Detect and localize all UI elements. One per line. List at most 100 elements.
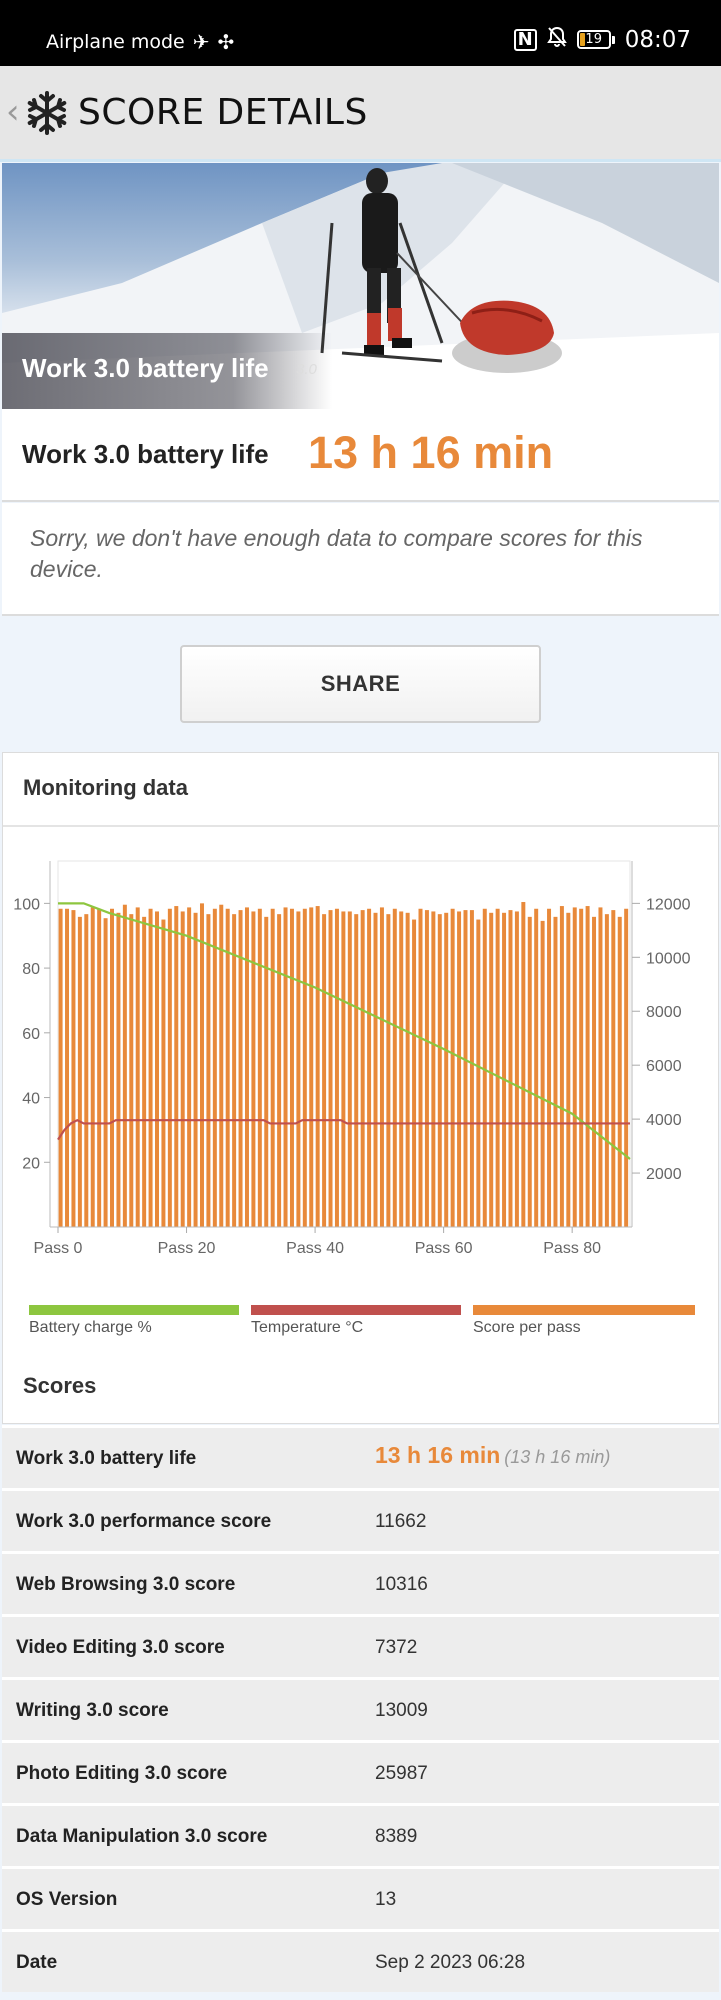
snowflake-logo-icon[interactable] bbox=[24, 90, 70, 136]
score-bar bbox=[469, 910, 474, 1227]
bell-muted-icon bbox=[546, 26, 567, 53]
score-label: Video Editing 3.0 score bbox=[16, 1637, 225, 1658]
score-bar bbox=[277, 914, 282, 1227]
score-bar bbox=[508, 910, 513, 1227]
score-bar bbox=[463, 910, 468, 1227]
hero-version: 3.0 bbox=[296, 361, 317, 378]
score-bar bbox=[296, 911, 301, 1227]
score-bar bbox=[180, 911, 185, 1227]
score-label: Work 3.0 performance score bbox=[16, 1511, 272, 1532]
score-bar bbox=[559, 906, 564, 1227]
score-bar bbox=[129, 914, 134, 1227]
score-value-text: 13 h 16 min bbox=[375, 1442, 501, 1468]
notice-text: Sorry, we don't have enough data to comp… bbox=[30, 525, 643, 582]
score-value-text: 25987 bbox=[375, 1763, 428, 1784]
legend-label-battery: Battery charge % bbox=[29, 1319, 152, 1336]
skier-figure bbox=[320, 168, 473, 363]
hero-title: Work 3.0 battery life bbox=[22, 353, 269, 383]
score-value: 25987 bbox=[375, 1763, 428, 1785]
score-bar bbox=[431, 911, 436, 1227]
table-row: Work 3.0 battery life 13 h 16 min (13 h 16… bbox=[2, 1425, 719, 1488]
fan-icon: ✣ bbox=[217, 30, 235, 54]
score-bar bbox=[315, 906, 320, 1227]
score-bar bbox=[289, 908, 294, 1227]
chevron-left-icon[interactable]: ‹ bbox=[6, 92, 20, 132]
share-button[interactable]: SHARE bbox=[180, 645, 541, 723]
sled bbox=[452, 300, 562, 373]
score-bar bbox=[116, 912, 121, 1227]
table-row: Writing 3.0 score 13009 bbox=[2, 1677, 719, 1740]
score-value: Sep 2 2023 06:28 bbox=[375, 1952, 525, 1974]
status-bar: Airplane mode ✈ ✣ N 19 08:07 bbox=[0, 0, 721, 66]
table-row: Video Editing 3.0 score 7372 bbox=[2, 1614, 719, 1677]
score-value-text: 8389 bbox=[375, 1826, 418, 1847]
score-bar bbox=[322, 914, 327, 1227]
score-bar bbox=[566, 912, 571, 1227]
score-value-secondary: (13 h 16 min) bbox=[504, 1447, 611, 1467]
score-bar bbox=[341, 911, 346, 1227]
page-title: SCORE DETAILS bbox=[78, 92, 368, 133]
score-value: 10316 bbox=[375, 1574, 428, 1596]
score-bar bbox=[476, 919, 481, 1227]
result-card: Work 3.0 battery life 13 h 16 min bbox=[2, 409, 719, 502]
battery-line bbox=[58, 902, 631, 1160]
notice-card: Sorry, we don't have enough data to comp… bbox=[2, 503, 719, 616]
score-bar bbox=[212, 908, 217, 1227]
x-tick-label: Pass 80 bbox=[543, 1240, 601, 1257]
legend-label-temperature: Temperature °C bbox=[251, 1319, 364, 1336]
score-bar bbox=[71, 910, 76, 1227]
right-tick-label: 2000 bbox=[646, 1166, 682, 1183]
table-row: Date Sep 2 2023 06:28 bbox=[2, 1929, 719, 1992]
legend-battery: Battery charge % bbox=[29, 1305, 239, 1337]
score-bar bbox=[142, 916, 147, 1227]
monitoring-chart: 20 40 60 80 100 2000 4000 6000 8000 10000 12000 Pas… bbox=[13, 860, 691, 1257]
score-bar bbox=[77, 916, 82, 1227]
score-bar bbox=[450, 908, 455, 1227]
table-row: Work 3.0 performance score 11662 bbox=[2, 1488, 719, 1551]
score-value: 13 bbox=[375, 1889, 396, 1911]
legend-label-score: Score per pass bbox=[473, 1319, 581, 1336]
score-bar bbox=[553, 916, 558, 1227]
score-bar bbox=[489, 912, 494, 1227]
x-tick-label: Pass 40 bbox=[286, 1240, 344, 1257]
left-tick-label: 100 bbox=[13, 896, 40, 913]
right-tick-label: 10000 bbox=[646, 950, 691, 967]
score-bar bbox=[373, 912, 378, 1227]
right-tick-label: 6000 bbox=[646, 1058, 682, 1075]
score-bar bbox=[502, 912, 507, 1227]
monitoring-title: Monitoring data bbox=[23, 775, 188, 800]
score-bar bbox=[199, 903, 204, 1227]
score-bar bbox=[399, 911, 404, 1227]
score-bar bbox=[540, 920, 545, 1227]
left-tick-label: 60 bbox=[22, 1026, 40, 1043]
result-value: 13 h 16 min bbox=[308, 427, 554, 478]
score-bar bbox=[58, 908, 63, 1227]
score-bar bbox=[354, 914, 359, 1227]
score-bar bbox=[334, 908, 339, 1227]
legend-swatch-battery bbox=[29, 1305, 239, 1315]
score-label: Photo Editing 3.0 score bbox=[16, 1763, 228, 1784]
score-bar bbox=[444, 912, 449, 1227]
left-tick-label: 20 bbox=[22, 1155, 40, 1172]
score-bar bbox=[392, 908, 397, 1227]
score-bar bbox=[264, 916, 269, 1227]
score-bar bbox=[65, 908, 70, 1227]
score-bar bbox=[367, 908, 372, 1227]
scores-title: Scores bbox=[23, 1373, 97, 1398]
score-bar bbox=[187, 907, 192, 1227]
score-label: Date bbox=[16, 1952, 58, 1973]
score-bar bbox=[521, 902, 526, 1227]
score-bar bbox=[611, 910, 616, 1227]
score-label: Writing 3.0 score bbox=[16, 1700, 169, 1721]
legend-swatch-score bbox=[473, 1305, 695, 1315]
table-row: Data Manipulation 3.0 score 8389 bbox=[2, 1803, 719, 1866]
score-bar bbox=[617, 916, 622, 1227]
score-bar bbox=[257, 908, 262, 1227]
score-label: Work 3.0 battery life bbox=[16, 1448, 197, 1469]
score-value: 13009 bbox=[375, 1700, 428, 1722]
score-value: 7372 bbox=[375, 1637, 417, 1659]
score-value: 8389 bbox=[375, 1826, 417, 1848]
x-tick-label: Pass 0 bbox=[34, 1240, 83, 1257]
battery-icon: 19 bbox=[576, 30, 615, 49]
score-value-text: 10316 bbox=[375, 1574, 428, 1595]
